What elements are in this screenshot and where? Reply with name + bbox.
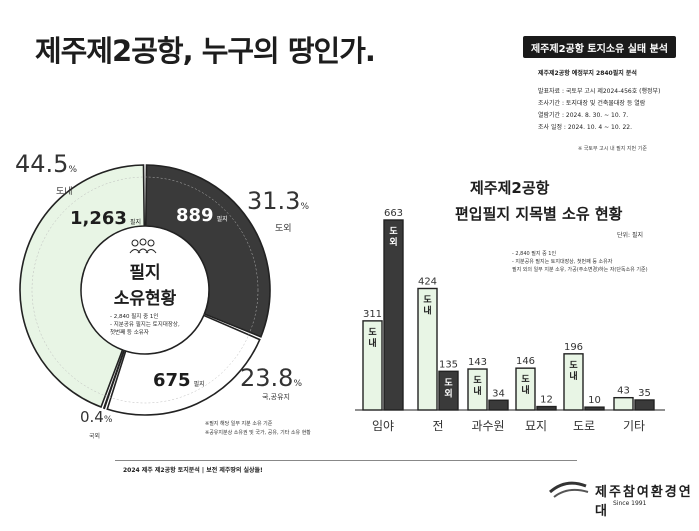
bar-도내-임야 <box>362 320 383 411</box>
info-subtitle: 제주제2공항 예정부지 2840필지 분석 <box>538 70 637 77</box>
people-icon <box>128 238 158 254</box>
donut-hole <box>82 227 208 353</box>
bar-series-label: 도 <box>368 327 377 338</box>
bar-title-2: 편입필지 지목별 소유 현황 <box>455 205 623 223</box>
bar-series-label: 내 <box>473 385 481 397</box>
pct-donae: 44.5% <box>15 150 77 178</box>
donut-center-title-2: 소유현황 <box>113 289 177 309</box>
bar-series-label: 외 <box>444 387 452 399</box>
bar-도외-임야 <box>383 219 404 411</box>
bar-notes: - 2,840 필지 중 1인 - 지분공유 필지는 토지대장상, 첫번째 등 … <box>512 251 648 273</box>
count-donae: 1,263 필지 <box>70 208 141 229</box>
bar-series-label: 도 <box>423 294 432 305</box>
pct-public: 23.8% <box>240 364 302 392</box>
footer-divider <box>115 460 577 461</box>
info-line: 조사기간 : 토지대장 및 건축물대장 등 열람 <box>538 100 646 107</box>
pct-doeoe: 31.3% <box>247 187 309 215</box>
bar-value-label: 143 <box>468 357 487 368</box>
bar-category-label: 임야 <box>372 419 394 433</box>
bar-value-label: 135 <box>439 359 458 370</box>
donut-guide-ring <box>31 176 259 404</box>
bar-value-label: 196 <box>564 342 583 353</box>
pct-abroad: 0.4% <box>80 408 113 426</box>
bar-series-label: 도 <box>569 360 578 371</box>
count-public: 675 필지 <box>153 370 205 391</box>
donut-center-title-1: 필지 <box>129 263 161 283</box>
bar-unit-note: 단위: 필지 <box>617 232 644 239</box>
bar-series-label: 내 <box>368 337 376 349</box>
donut-footnotes: ※필지 해당 일부 지분 소유 기준 ※공유지분상 소유권 및 국가, 공유, … <box>205 421 311 436</box>
bar-series-label: 내 <box>423 304 431 316</box>
bar-series-label: 도 <box>444 377 453 388</box>
count-doeoe: 889 필지 <box>176 205 228 226</box>
bar-도외-전 <box>438 370 459 411</box>
label-public: 국,공유지 <box>262 393 290 401</box>
bar-series-label: 내 <box>521 384 529 396</box>
label-donae: 도내 <box>56 187 73 197</box>
bar-category-label: 묘지 <box>525 419 547 433</box>
logo-since: Since 1991 <box>613 500 647 507</box>
donut-center-notes: - 2,840 필지 중 1인 - 지분공유 필지는 토지대장상, 첫번째 등 … <box>110 314 180 336</box>
bar-value-label: 10 <box>588 395 601 406</box>
bar-value-label: 311 <box>363 309 382 320</box>
footer-text: 2024 제주 제2공항 토지분석 | 보전 제주땅의 실상들! <box>123 467 263 474</box>
bar-value-label: 43 <box>617 386 630 397</box>
bar-category-label: 과수원 <box>471 419 504 433</box>
donut-slice-0 <box>19 164 146 409</box>
bar-value-label: 35 <box>638 388 651 399</box>
label-doeoe: 도외 <box>275 224 292 234</box>
bar-도내-기타 <box>613 396 634 411</box>
bar-도내-전 <box>417 287 438 411</box>
bar-도외-도로 <box>584 406 605 411</box>
bar-series-label: 외 <box>389 236 397 248</box>
donut-slice-1 <box>144 164 271 338</box>
bar-value-label: 663 <box>384 208 403 219</box>
bar-category-label: 도로 <box>573 419 595 433</box>
bar-도외-기타 <box>634 399 655 411</box>
donut-slice-3 <box>102 349 126 410</box>
bar-value-label: 146 <box>516 356 535 367</box>
bar-도내-묘지 <box>515 367 536 411</box>
bar-series-label: 내 <box>569 370 577 382</box>
bar-value-label: 34 <box>492 388 505 399</box>
bar-value-label: 424 <box>418 276 437 287</box>
bar-category-label: 기타 <box>623 419 645 433</box>
report-badge: 제주제2공항 토지소유 실태 분석 <box>523 36 676 58</box>
info-line: 조사 일정 : 2024. 10. 4 ~ 10. 22. <box>538 124 633 131</box>
bar-도내-과수원 <box>467 368 488 411</box>
logo-mark-icon <box>548 480 590 500</box>
bar-도외-과수원 <box>488 399 509 411</box>
bar-도외-묘지 <box>536 405 557 411</box>
bar-title-1: 제주제2공항 <box>470 179 550 197</box>
source-note: ※ 국토부 고시 내 필지 지번 기준 <box>578 146 647 152</box>
bar-category-label: 전 <box>432 419 443 433</box>
logo-text: 제주참여환경연대 <box>595 485 693 519</box>
donut-chart <box>19 164 271 416</box>
info-line: 열람기간 : 2024. 8. 30. ~ 10. 7. <box>538 112 629 119</box>
bar-series-label: 도 <box>473 375 482 386</box>
bar-series-label: 도 <box>389 226 398 237</box>
info-line: 발표자료 : 국토부 고시 제2024-456호 (행정부) <box>538 88 661 95</box>
bar-value-label: 12 <box>540 395 553 406</box>
bar-series-label: 도 <box>521 374 530 385</box>
headline: 제주제2공항, 누구의 땅인가. <box>35 34 376 68</box>
label-abroad: 국외 <box>89 433 101 440</box>
bar-도내-도로 <box>563 353 584 411</box>
donut-slice-2 <box>106 314 261 416</box>
